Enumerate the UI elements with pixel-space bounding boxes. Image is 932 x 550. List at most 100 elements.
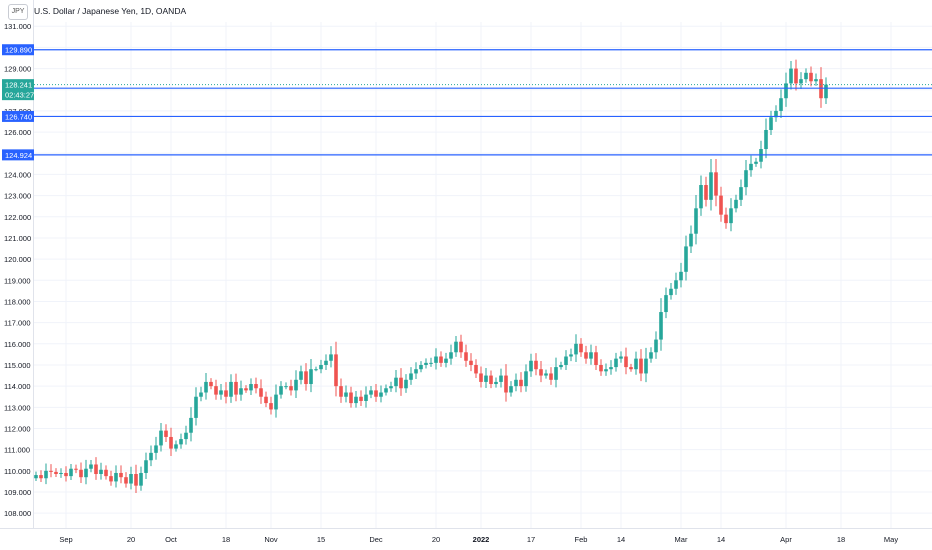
candle xyxy=(234,373,238,402)
candle xyxy=(394,370,398,393)
x-tick-label: 18 xyxy=(222,535,230,544)
candle-body xyxy=(684,246,688,272)
y-tick-label: 120.000 xyxy=(4,255,31,264)
candle-body xyxy=(439,356,443,363)
candle xyxy=(734,194,738,213)
candle xyxy=(274,384,278,418)
time-axis[interactable]: Sep 20 Oct 18 Nov 15 Dec 20 2022 17 Feb 14 Mar 14 Apr 1… xyxy=(0,528,932,545)
symbol-badge[interactable]: JPY xyxy=(8,4,28,20)
candle-body xyxy=(324,360,328,365)
candle xyxy=(599,359,603,376)
candle xyxy=(659,298,663,351)
level-label: 124.924 xyxy=(2,149,34,161)
candle xyxy=(114,465,118,488)
candle xyxy=(354,391,358,408)
candle xyxy=(134,464,138,494)
x-tick-label: Apr xyxy=(780,535,792,544)
candle-body xyxy=(459,341,463,353)
candle xyxy=(139,466,143,491)
candle-body xyxy=(314,369,318,371)
candle-body xyxy=(184,432,188,440)
candle-body xyxy=(49,470,53,472)
candle-body xyxy=(699,185,703,209)
level-label: 129.890 xyxy=(2,44,34,56)
candle xyxy=(709,158,713,211)
candle xyxy=(769,110,773,136)
candle xyxy=(434,348,438,370)
candle-body xyxy=(269,403,273,410)
candle xyxy=(819,67,823,108)
candle-body xyxy=(579,343,583,353)
candle-body xyxy=(99,469,103,475)
candle xyxy=(74,464,78,474)
candle xyxy=(104,465,108,480)
candle xyxy=(439,351,443,367)
y-tick-label: 126.000 xyxy=(4,128,31,137)
candle xyxy=(499,368,503,388)
candle xyxy=(169,427,173,456)
candle-body xyxy=(59,472,63,475)
level-label-text: 124.924 xyxy=(5,151,32,160)
candle xyxy=(814,73,818,86)
candle-body xyxy=(364,394,368,401)
candle xyxy=(379,385,383,403)
candle xyxy=(604,363,608,376)
level-label-bg xyxy=(2,110,34,122)
candle xyxy=(349,386,353,408)
x-tick-label: 18 xyxy=(837,535,845,544)
candle-body xyxy=(369,390,373,395)
candle-body xyxy=(619,356,623,359)
candle-body xyxy=(724,214,728,224)
candle xyxy=(414,362,418,380)
candle-body xyxy=(399,377,403,389)
horizontal-levels[interactable] xyxy=(34,49,932,156)
candle-body xyxy=(249,384,253,391)
candle xyxy=(489,370,493,389)
candle xyxy=(634,351,638,375)
candle-body xyxy=(764,129,768,150)
candle-body xyxy=(604,369,608,372)
candle xyxy=(119,465,123,484)
candle xyxy=(589,344,593,365)
candle-body xyxy=(299,371,303,380)
candle-body xyxy=(574,343,578,355)
candle xyxy=(329,346,333,368)
candle-body xyxy=(729,208,733,224)
candle-body xyxy=(359,396,363,401)
candle xyxy=(464,344,468,367)
candle xyxy=(614,352,618,372)
candle xyxy=(779,89,783,119)
candle xyxy=(54,468,58,478)
candle xyxy=(359,390,363,407)
candle-body xyxy=(669,288,673,296)
candle-body xyxy=(149,452,153,461)
candle xyxy=(689,225,693,254)
candle xyxy=(224,382,228,404)
x-tick-label: 2022 xyxy=(473,535,490,544)
candle xyxy=(59,468,63,478)
candle-body xyxy=(34,475,38,479)
candle xyxy=(294,370,298,399)
candle-body xyxy=(424,362,428,365)
candle-body xyxy=(79,469,83,478)
candle xyxy=(424,358,428,369)
candle-body xyxy=(394,377,398,387)
candle xyxy=(774,105,778,122)
candle-body xyxy=(634,358,638,370)
candle-body xyxy=(104,469,108,477)
candle xyxy=(99,462,103,480)
candle xyxy=(524,364,528,392)
candle xyxy=(69,463,73,480)
candle xyxy=(219,384,223,400)
candle xyxy=(469,353,473,372)
candle-body xyxy=(134,474,138,486)
candle xyxy=(594,345,598,371)
candle xyxy=(764,118,768,159)
candle-body xyxy=(64,472,68,477)
x-tick-label: 15 xyxy=(317,535,325,544)
candle-body xyxy=(789,68,793,84)
candle xyxy=(459,334,463,358)
candle-body xyxy=(529,360,533,372)
grid xyxy=(34,22,932,528)
